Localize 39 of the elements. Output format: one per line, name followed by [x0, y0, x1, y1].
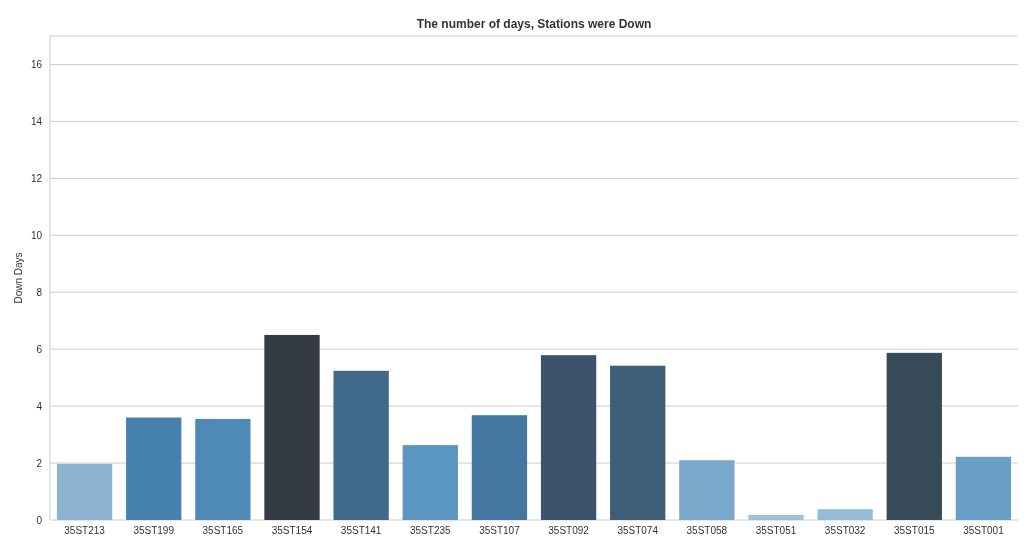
y-tick-label: 4 — [36, 400, 43, 412]
chart-title: The number of days, Stations were Down — [416, 17, 652, 31]
x-tick-label: 35ST165 — [202, 525, 244, 536]
x-tick-label: 35ST199 — [133, 525, 175, 536]
bar — [402, 445, 458, 520]
y-tick-label: 12 — [30, 172, 43, 184]
x-tick-label: 35ST213 — [64, 525, 106, 536]
bar — [333, 370, 389, 520]
bar — [679, 460, 735, 520]
bar — [195, 418, 251, 520]
bar — [540, 355, 597, 520]
x-tick-label: 35ST107 — [479, 525, 521, 536]
y-tick-label: 2 — [36, 457, 43, 469]
x-tick-label: 35ST015 — [893, 525, 936, 536]
bar — [817, 509, 873, 520]
bar — [748, 514, 804, 520]
y-tick-label: 6 — [36, 343, 43, 355]
y-tick-label: 0 — [36, 514, 43, 526]
x-tick-label: 35ST092 — [548, 525, 590, 536]
x-tick-label: 35ST001 — [963, 525, 1005, 536]
x-tick-label: 35ST058 — [686, 525, 728, 536]
x-tick-label: 35ST032 — [824, 525, 866, 536]
x-tick-label: 35ST074 — [617, 525, 659, 536]
x-tick-label: 35ST154 — [271, 525, 313, 536]
bar — [126, 417, 182, 520]
y-tick-label: 14 — [30, 115, 43, 127]
y-tick-label: 16 — [30, 58, 43, 70]
bar — [471, 415, 528, 520]
x-tick-label: 35ST051 — [755, 525, 797, 536]
bar — [56, 463, 113, 520]
bar — [264, 334, 320, 520]
y-axis-title: Down Days — [13, 252, 24, 304]
bar — [955, 456, 1012, 520]
x-tick-label: 35ST235 — [409, 525, 452, 536]
x-tick-label: 35ST141 — [340, 525, 382, 536]
y-tick-label: 8 — [36, 286, 43, 298]
bar — [886, 352, 942, 520]
y-tick-label: 10 — [30, 229, 43, 241]
bar — [610, 365, 666, 520]
